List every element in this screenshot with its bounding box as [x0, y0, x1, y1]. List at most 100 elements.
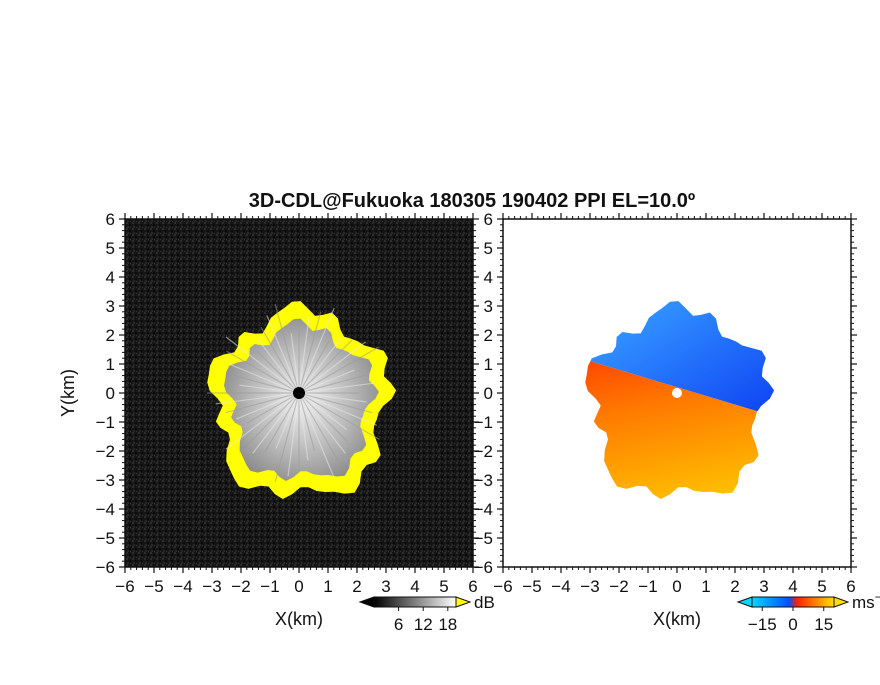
- beam-streak: [298, 307, 335, 394]
- x-tick-label: −6: [115, 577, 134, 596]
- y-tick-label: 0: [484, 384, 493, 403]
- beam-streak: [228, 363, 300, 394]
- colorbar-ramp: [751, 596, 835, 608]
- x-tick-label: −1: [638, 577, 657, 596]
- beam-streak: [264, 392, 300, 453]
- beam-streak: [225, 336, 300, 394]
- x-tick-label: −2: [609, 577, 628, 596]
- y-tick-label: −6: [474, 558, 493, 577]
- x-tick-label: −3: [202, 577, 221, 596]
- beam-streak: [298, 338, 341, 394]
- y-tick-label: 5: [484, 239, 493, 258]
- colorbar-upper-arrow: [455, 596, 472, 608]
- beam-streak: [298, 346, 379, 394]
- beam-streak: [225, 392, 300, 450]
- colorbar-tick-label: 6: [394, 615, 403, 634]
- beam-streak: [298, 392, 377, 426]
- x-tick-label: 3: [381, 577, 390, 596]
- beam-streak: [298, 392, 335, 479]
- y-tick-label: 3: [484, 297, 493, 316]
- beam-streak: [298, 392, 342, 467]
- beam-streak: [298, 392, 348, 442]
- y-tick-label: −5: [474, 529, 493, 548]
- y-tick-label: 4: [484, 268, 493, 287]
- beam-streak: [298, 382, 375, 394]
- echo-layer: [207, 301, 397, 500]
- beam-streak: [274, 392, 300, 483]
- colorbar-ramp: [373, 596, 457, 608]
- beam-streak: [298, 311, 322, 394]
- beam-streak: [260, 326, 300, 394]
- velocity-colorbar: −15 0 15 ms−1: [736, 590, 880, 634]
- colorbar-lower-arrow: [358, 596, 375, 608]
- x-axis-label-right: X(km): [653, 609, 701, 629]
- y-tick-label: −1: [96, 413, 115, 432]
- colorbar-lower-arrow: [736, 596, 753, 608]
- echo-layer: [585, 301, 775, 500]
- beam-streak: [239, 384, 300, 394]
- y-tick-label: 1: [484, 355, 493, 374]
- x-tick-label: 1: [323, 577, 332, 596]
- y-tick-label: −3: [474, 471, 493, 490]
- beam-streak: [298, 317, 310, 394]
- colorbar-unit: dB: [474, 593, 495, 612]
- velocity-field: [585, 301, 775, 500]
- beam-streak: [298, 369, 355, 394]
- chart-title: 3D-CDL@Fukuoka 180305 190402 PPI EL=10.0…: [249, 190, 695, 212]
- x-tick-label: −5: [522, 577, 541, 596]
- radar-site-marker: [672, 388, 682, 398]
- x-tick-label: 5: [439, 577, 448, 596]
- velocity-panel: −6 −5 −4 −3 −2 −1 0 1 2 3 4 5 6 6 5 4 3 2 1 0 −1 −2 −3 −4 −5 −6: [474, 210, 857, 596]
- inbound-velocity-region: [585, 301, 775, 440]
- beam-streak: [298, 392, 379, 440]
- beam-streak: [256, 350, 300, 394]
- beam-streak: [225, 350, 300, 394]
- colorbar-unit-superscript: −1: [875, 590, 880, 604]
- x-tick-label: 2: [730, 577, 739, 596]
- beam-streak: [246, 392, 300, 424]
- x-tick-label: 2: [352, 577, 361, 596]
- x-axis-label-left: X(km): [275, 609, 323, 629]
- reflectivity-panel: −6 −5 −4 −3 −2 −1 0 1 2 3 4 5 6 6 5 4 3 2 1 0 −1 −2 −3 −4 −5 −6: [96, 210, 479, 596]
- beam-streak: [252, 392, 300, 454]
- x-tick-label: 0: [294, 577, 303, 596]
- beam-streak: [274, 303, 300, 394]
- x-tick-label: −5: [144, 577, 163, 596]
- beam-streak: [298, 338, 354, 394]
- beam-streak: [298, 392, 346, 454]
- x-tick-label: 4: [410, 577, 419, 596]
- y-tick-label: −2: [474, 442, 493, 461]
- y-tick-label: −2: [96, 442, 115, 461]
- beam-streak: [298, 392, 373, 414]
- y-tick-label: 6: [106, 210, 115, 229]
- beam-streak: [298, 340, 330, 394]
- reflectivity-colorbar: 6 12 18 dB: [358, 593, 495, 634]
- x-tick-label: −4: [173, 577, 192, 596]
- beam-streak: [215, 392, 300, 405]
- beam-streak: [298, 392, 347, 431]
- beam-streak: [233, 374, 300, 394]
- x-tick-label: −2: [231, 577, 250, 596]
- y-tick-label: −4: [96, 500, 115, 519]
- beam-streak: [298, 392, 367, 403]
- colorbar-tick-label: 18: [438, 615, 457, 634]
- x-tick-label: 6: [846, 577, 855, 596]
- radar-site-marker: [293, 387, 305, 399]
- beam-streak: [257, 338, 300, 394]
- x-tick-label: −6: [493, 577, 512, 596]
- beam-streak: [266, 315, 300, 394]
- y-tick-label: 0: [106, 384, 115, 403]
- y-tick-label: 6: [484, 210, 493, 229]
- beam-streak: [235, 392, 300, 420]
- x-tick-label: 1: [701, 577, 710, 596]
- outbound-velocity-region: [585, 335, 775, 500]
- colorbar-tick-label: 12: [414, 615, 433, 634]
- y-axis-label: Y(km): [58, 369, 78, 417]
- x-tick-label: 3: [759, 577, 768, 596]
- colorbar-unit: ms−1: [852, 590, 880, 612]
- y-tick-label: 5: [106, 239, 115, 258]
- beam-streak: [298, 392, 316, 452]
- y-tick-label: −5: [96, 529, 115, 548]
- beam-streak: [225, 392, 300, 414]
